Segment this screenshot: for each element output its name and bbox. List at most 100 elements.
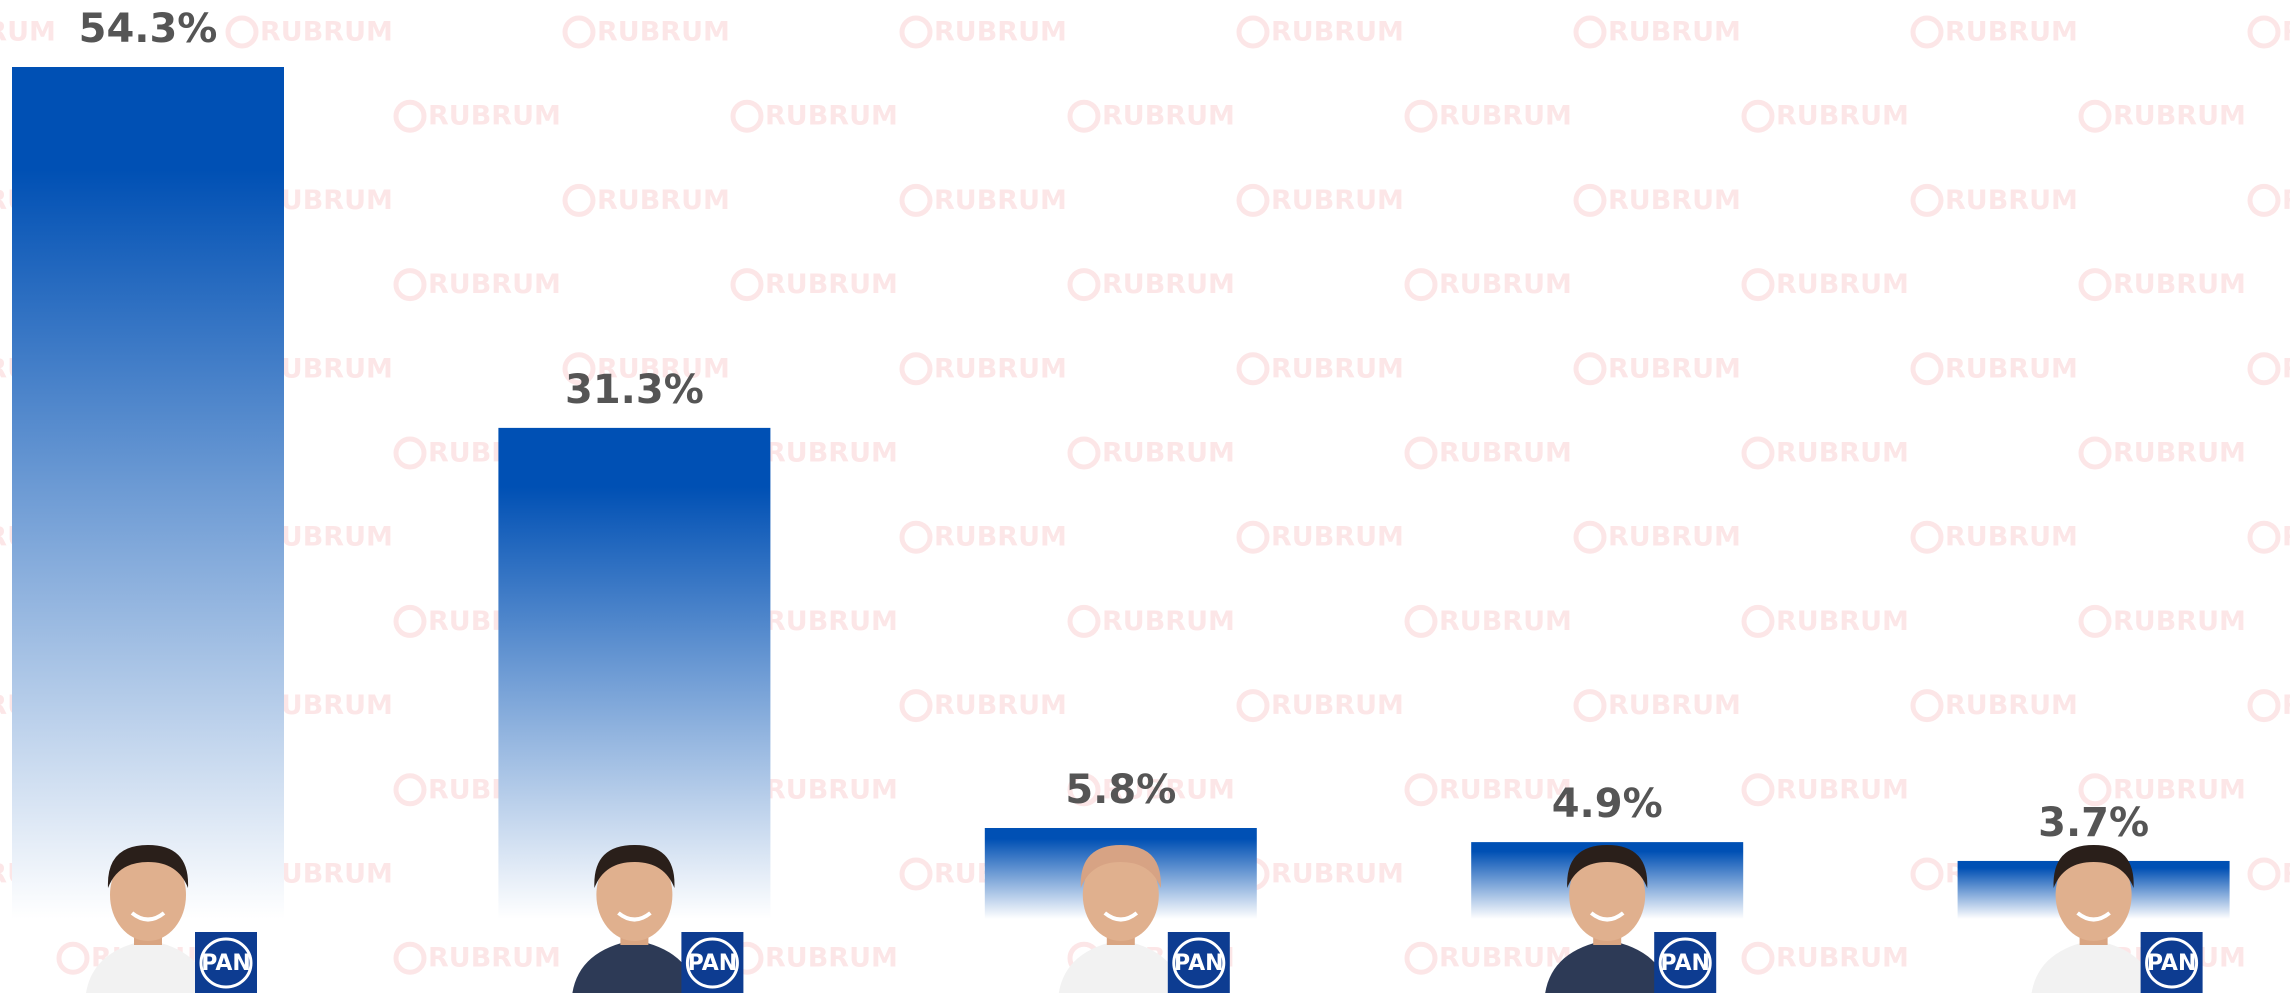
watermark-text: RUBRUM	[1439, 101, 1572, 132]
watermark-icon	[733, 271, 761, 299]
watermark-icon	[2250, 692, 2278, 720]
watermark-text: RUBRUM	[1776, 438, 1909, 469]
watermark-text: RUBRUM	[1271, 185, 1404, 216]
watermark-icon	[396, 607, 424, 635]
watermark-icon	[902, 860, 930, 888]
watermark-text: RUBRUM	[765, 269, 898, 300]
watermark-icon	[1407, 944, 1435, 972]
value-label: 4.9%	[1552, 781, 1663, 827]
watermark-text: RUBRUM	[765, 606, 898, 637]
watermark-text: RUBRUM	[597, 17, 730, 48]
watermark-text: RUBRUM	[1102, 269, 1235, 300]
watermark-icon	[1744, 439, 1772, 467]
watermark-icon	[59, 944, 87, 972]
watermark-icon	[1744, 102, 1772, 130]
watermark-text: RUBRUM	[1439, 269, 1572, 300]
watermark-icon	[1407, 439, 1435, 467]
watermark-icon	[396, 439, 424, 467]
watermark-icon	[396, 776, 424, 804]
party-logo-text: PAN	[2147, 951, 2197, 976]
watermark-text: RUBRUM	[2113, 101, 2246, 132]
watermark-text: RUBRUM	[1608, 353, 1741, 384]
watermark-text: RUBRUM	[1945, 353, 2078, 384]
watermark-text: RUBRUM	[2282, 690, 2290, 721]
watermark-icon	[1913, 186, 1941, 214]
watermark-icon	[2081, 271, 2109, 299]
watermark-icon	[1239, 355, 1267, 383]
watermark-icon	[1576, 186, 1604, 214]
watermark-text: RUBRUM	[1776, 774, 1909, 805]
watermark-icon	[1407, 776, 1435, 804]
party-logo-text: PAN	[1174, 951, 1224, 976]
watermark-icon	[396, 102, 424, 130]
chart: RUBRUM RUBRUM RUBRUM RUBRUM RUBRUM RUBRUM RUBR…	[0, 0, 2290, 993]
watermark-icon	[902, 355, 930, 383]
watermark-text: RUBRUM	[1608, 690, 1741, 721]
watermark-icon	[396, 271, 424, 299]
watermark-text: RUBRUM	[1776, 269, 1909, 300]
watermark-text: RUBRUM	[0, 17, 56, 48]
watermark-text: RUBRUM	[1945, 690, 2078, 721]
shirt	[572, 940, 696, 993]
watermark-text: RUBRUM	[1102, 101, 1235, 132]
watermark-text: RUBRUM	[1439, 438, 1572, 469]
watermark-text: RUBRUM	[2282, 353, 2290, 384]
watermark-icon	[902, 692, 930, 720]
watermark-text: RUBRUM	[1102, 606, 1235, 637]
watermark-icon	[2081, 607, 2109, 635]
watermark-icon	[1576, 523, 1604, 551]
watermark-text: RUBRUM	[1608, 17, 1741, 48]
watermark-icon	[902, 186, 930, 214]
bar	[12, 67, 284, 919]
watermark-text: RUBRUM	[934, 522, 1067, 553]
watermark-text: RUBRUM	[428, 943, 561, 974]
value-label: 3.7%	[2038, 800, 2149, 846]
watermark-icon	[1070, 607, 1098, 635]
watermark-text: RUBRUM	[1271, 353, 1404, 384]
watermark-icon	[1407, 607, 1435, 635]
watermark-icon	[2250, 355, 2278, 383]
value-label: 31.3%	[565, 367, 704, 413]
watermark-icon	[1913, 355, 1941, 383]
watermark-text: RUBRUM	[2282, 859, 2290, 890]
watermark-icon	[1070, 102, 1098, 130]
watermark-text: RUBRUM	[2282, 522, 2290, 553]
watermark-text: RUBRUM	[1776, 606, 1909, 637]
watermark-icon	[2250, 523, 2278, 551]
watermark-icon	[1576, 692, 1604, 720]
watermark-text: RUBRUM	[765, 774, 898, 805]
watermark-text: RUBRUM	[934, 185, 1067, 216]
watermark-icon	[733, 102, 761, 130]
value-label: 5.8%	[1065, 767, 1176, 813]
watermark-text: RUBRUM	[765, 438, 898, 469]
watermark-text: RUBRUM	[934, 690, 1067, 721]
watermark-icon	[1070, 271, 1098, 299]
watermark-text: RUBRUM	[1776, 101, 1909, 132]
watermark-text: RUBRUM	[1945, 522, 2078, 553]
watermark-icon	[228, 18, 256, 46]
watermark-icon	[1576, 355, 1604, 383]
watermark-text: RUBRUM	[1271, 859, 1404, 890]
watermark-icon	[1407, 271, 1435, 299]
watermark-text: RUBRUM	[934, 353, 1067, 384]
watermark-text: RUBRUM	[1271, 522, 1404, 553]
watermark-icon	[1744, 944, 1772, 972]
watermark-text: RUBRUM	[2282, 185, 2290, 216]
value-label: 54.3%	[79, 6, 218, 52]
watermark-icon	[1744, 271, 1772, 299]
watermark-text: RUBRUM	[765, 943, 898, 974]
watermark-text: RUBRUM	[1608, 185, 1741, 216]
watermark-text: RUBRUM	[1776, 943, 1909, 974]
watermark-icon	[565, 18, 593, 46]
watermark-text: RUBRUM	[2282, 17, 2290, 48]
watermark-icon	[1913, 523, 1941, 551]
watermark-text: RUBRUM	[2113, 606, 2246, 637]
watermark-icon	[2250, 186, 2278, 214]
watermark-icon	[1239, 186, 1267, 214]
watermark-text: RUBRUM	[428, 269, 561, 300]
watermark-text: RUBRUM	[1439, 606, 1572, 637]
watermark-text: RUBRUM	[2113, 438, 2246, 469]
watermark-icon	[2081, 439, 2109, 467]
watermark-icon	[1744, 607, 1772, 635]
party-logo-text: PAN	[688, 951, 738, 976]
